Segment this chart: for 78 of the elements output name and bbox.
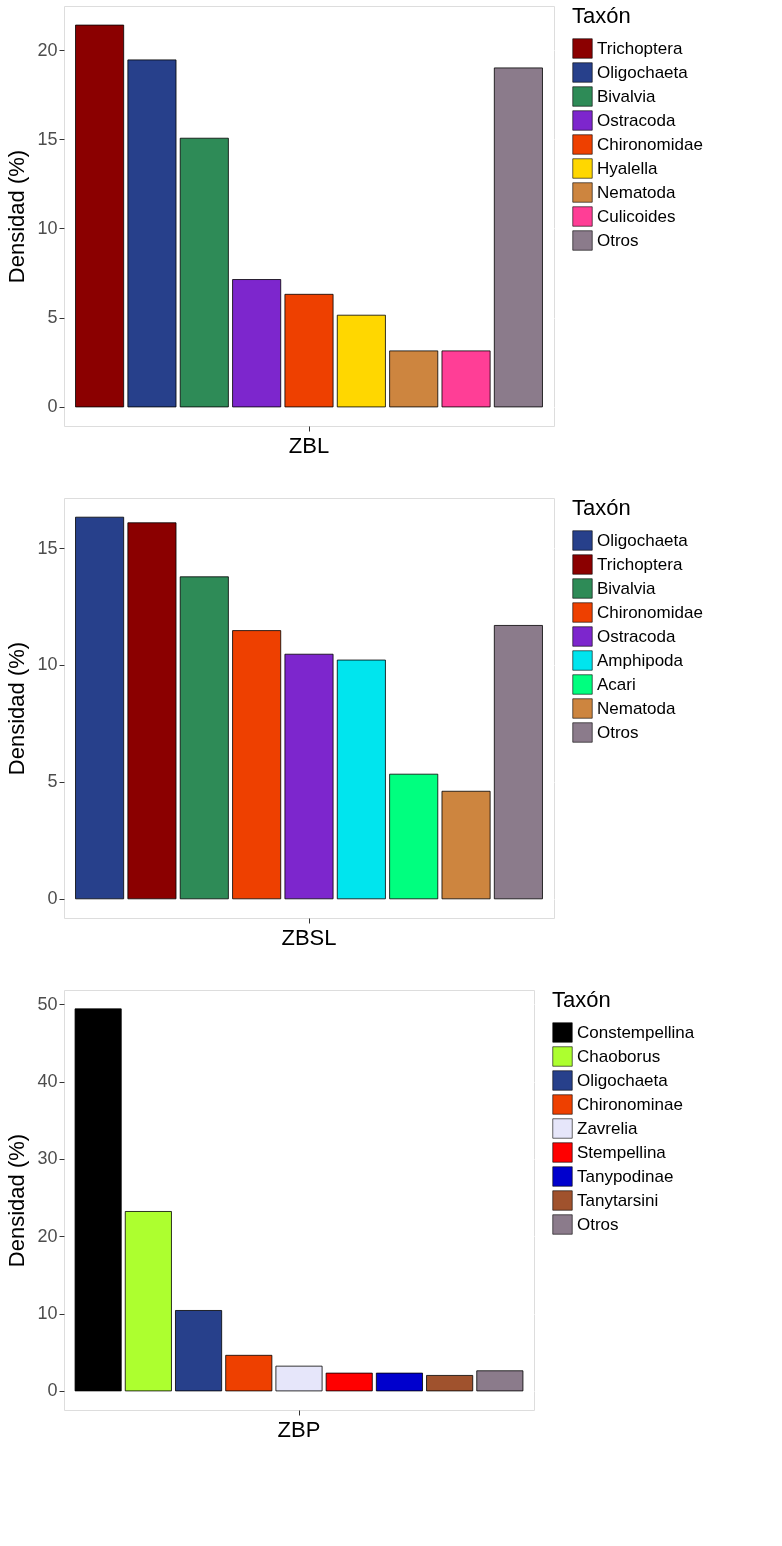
legend-label: Amphipoda (597, 650, 684, 670)
bar (275, 1365, 323, 1392)
bar (74, 1008, 122, 1392)
bar (426, 1375, 474, 1392)
y-tick-label: 15 (37, 537, 58, 558)
bar (232, 279, 282, 408)
legend-title: Taxón (572, 495, 631, 520)
legend-label: Tanypodinae (577, 1166, 674, 1186)
x-tick-label: ZBSL (281, 924, 337, 950)
x-tick-label: ZBL (288, 432, 330, 458)
y-tick-label: 5 (47, 307, 58, 328)
bar (389, 350, 439, 408)
bar (175, 1310, 223, 1392)
legend-title: Taxón (572, 3, 631, 28)
bar (284, 653, 334, 900)
bar (75, 24, 125, 408)
y-tick-label: 10 (37, 654, 58, 675)
y-axis-title: Densidad (%) (4, 149, 30, 284)
y-tick-label: 15 (37, 128, 58, 149)
bar (127, 59, 177, 408)
bar (124, 1211, 172, 1392)
y-tick-label: 0 (47, 396, 58, 417)
y-axis-title: Densidad (%) (4, 641, 30, 776)
bar (493, 67, 543, 408)
bar (336, 659, 386, 900)
bar (284, 293, 334, 408)
bar (336, 314, 386, 408)
legend-label: Oligochaeta (597, 530, 689, 550)
bar (441, 790, 491, 900)
legend-label: Culicoides (597, 206, 676, 226)
legend-label: Nematoda (597, 182, 676, 202)
legend-label: Trichoptera (597, 38, 683, 58)
bar (179, 576, 229, 900)
legend-label: Chironominae (577, 1094, 683, 1114)
legend-label: Ostracoda (597, 626, 676, 646)
bar (375, 1372, 423, 1392)
bar (476, 1370, 524, 1392)
bar (75, 516, 125, 900)
y-tick-label: 40 (37, 1071, 58, 1092)
legend-label: Chironomidae (597, 134, 703, 154)
bar (389, 773, 439, 900)
y-tick-label: 0 (47, 1380, 58, 1401)
legend-title: Taxón (552, 987, 611, 1012)
y-tick-label: 20 (37, 39, 58, 60)
legend-label: Chaoborus (577, 1046, 661, 1066)
legend-label: Nematoda (597, 698, 676, 718)
legend-label: Stempellina (577, 1142, 667, 1162)
y-axis-title: Densidad (%) (4, 1133, 30, 1268)
y-tick-label: 10 (37, 1303, 58, 1324)
legend-label: Otros (597, 722, 639, 742)
legend-label: Acari (597, 674, 636, 694)
legend-label: Bivalvia (597, 578, 657, 598)
y-tick-label: 20 (37, 1225, 58, 1246)
bar (232, 630, 282, 900)
legend-label: Trichoptera (597, 554, 683, 574)
bar (225, 1354, 273, 1392)
legend-label: Hyalella (597, 158, 659, 178)
y-tick-label: 0 (47, 888, 58, 909)
y-tick-label: 10 (37, 217, 58, 238)
legend-label: Chironomidae (597, 602, 703, 622)
bar (127, 522, 177, 900)
bar (325, 1372, 373, 1392)
y-tick-label: 30 (37, 1148, 58, 1169)
y-tick-label: 5 (47, 771, 58, 792)
x-tick-label: ZBP (277, 1416, 321, 1442)
legend-label: Zavrelia (577, 1118, 639, 1138)
legend-label: Otros (577, 1214, 619, 1234)
legend-label: Ostracoda (597, 110, 676, 130)
y-tick-label: 50 (37, 993, 58, 1014)
legend-label: Oligochaeta (597, 62, 689, 82)
bar (179, 137, 229, 408)
bar (441, 350, 491, 408)
legend-label: Otros (597, 230, 639, 250)
legend-label: Bivalvia (597, 86, 657, 106)
legend-label: Constempellina (577, 1022, 695, 1042)
bar (493, 625, 543, 900)
legend-label: Oligochaeta (577, 1070, 669, 1090)
legend-label: Tanytarsini (577, 1190, 659, 1210)
